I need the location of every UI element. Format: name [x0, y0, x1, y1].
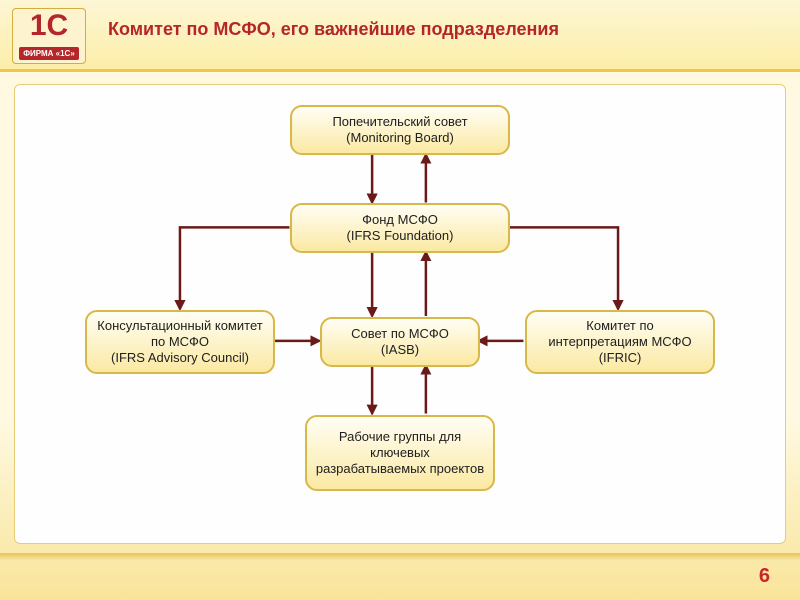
page-number: 6	[759, 565, 770, 588]
content-panel: Попечительский совет(Monitoring Board) Фо…	[14, 84, 786, 544]
slide-root: 1C ФИРМА «1С» Комитет по МСФО, его важне…	[0, 0, 800, 600]
diagram-edge	[509, 227, 619, 309]
diagram-node-advisory: Консультационный комитет по МСФО(IFRS Ad…	[85, 310, 275, 374]
diagram-node-ifric: Комитет по интерпретациям МСФО(IFRIC)	[525, 310, 715, 374]
diagram-node-iasb: Совет по МСФО(IASB)	[320, 317, 480, 367]
diagram-node-working: Рабочие группы для ключевых разрабатывае…	[305, 415, 495, 491]
brand-logo: 1C ФИРМА «1С»	[12, 8, 86, 64]
diagram-node-foundation: Фонд МСФО(IFRS Foundation)	[290, 203, 510, 253]
diagram-node-monitoring: Попечительский совет(Monitoring Board)	[290, 105, 510, 155]
brand-logo-sub: ФИРМА «1С»	[19, 47, 79, 60]
diagram-edge	[180, 227, 290, 309]
slide-title: Комитет по МСФО, его важнейшие подраздел…	[108, 18, 668, 40]
brand-logo-main: 1C	[13, 11, 85, 41]
slide-header: 1C ФИРМА «1С» Комитет по МСФО, его важне…	[0, 0, 800, 72]
diagram-stage: Попечительский совет(Monitoring Board) Фо…	[15, 85, 785, 543]
footer-divider	[0, 553, 800, 560]
